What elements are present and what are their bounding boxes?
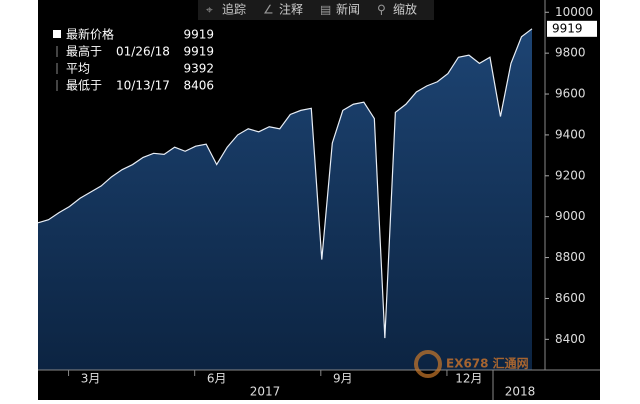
legend-label: 最低于: [66, 79, 102, 93]
year-label: 2018: [505, 385, 536, 399]
x-tick-label: 6月: [207, 372, 227, 386]
legend-value: 8406: [183, 79, 214, 93]
line: [37, 28, 533, 339]
toolbar-icon: ▤: [320, 3, 331, 17]
legend-date: 10/13/17: [116, 79, 170, 93]
legend-value: 9919: [183, 45, 214, 59]
y-tick-label: 8800: [555, 250, 586, 264]
toolbar-button[interactable]: 追踪: [222, 2, 246, 17]
area: [38, 28, 532, 370]
y-tick-label: 9000: [555, 209, 586, 223]
y-tick-label: 10000: [555, 5, 593, 19]
y-tick-label: 9400: [555, 127, 586, 141]
legend-label: 最新价格: [66, 27, 114, 42]
toolbar: [198, 0, 434, 20]
watermark-logo: [414, 350, 442, 378]
last-value-label: 9919: [552, 21, 583, 35]
toolbar-button[interactable]: 缩放: [393, 2, 417, 17]
y-tick-label: 9200: [555, 168, 586, 182]
toolbar-button[interactable]: 注释: [279, 2, 303, 17]
watermark: EX678 汇通网: [446, 356, 529, 371]
last-value-box: [547, 20, 597, 37]
toolbar-icon: ⌖: [206, 3, 213, 17]
y-tick-label: 8400: [555, 332, 586, 346]
x-tick-label: 9月: [333, 372, 353, 386]
legend-box: [42, 26, 220, 98]
legend-label: 最高于: [66, 44, 102, 59]
y-tick-label: 9800: [555, 46, 586, 60]
toolbar-button[interactable]: 新闻: [336, 2, 360, 17]
y-tick-label: 8600: [555, 291, 586, 305]
toolbar-icon: ∠: [263, 3, 274, 17]
legend-label: 平均: [66, 62, 90, 76]
legend-value: 9919: [183, 28, 214, 42]
toolbar-icon: ⚲: [377, 3, 386, 17]
x-tick-label: 12月: [455, 372, 482, 386]
legend-swatch: [53, 30, 61, 38]
legend-date: 01/26/18: [116, 45, 170, 59]
x-tick-label: 3月: [81, 372, 101, 386]
legend-value: 9392: [183, 62, 214, 76]
year-label: 2017: [250, 385, 281, 399]
y-tick-label: 9600: [555, 87, 586, 101]
